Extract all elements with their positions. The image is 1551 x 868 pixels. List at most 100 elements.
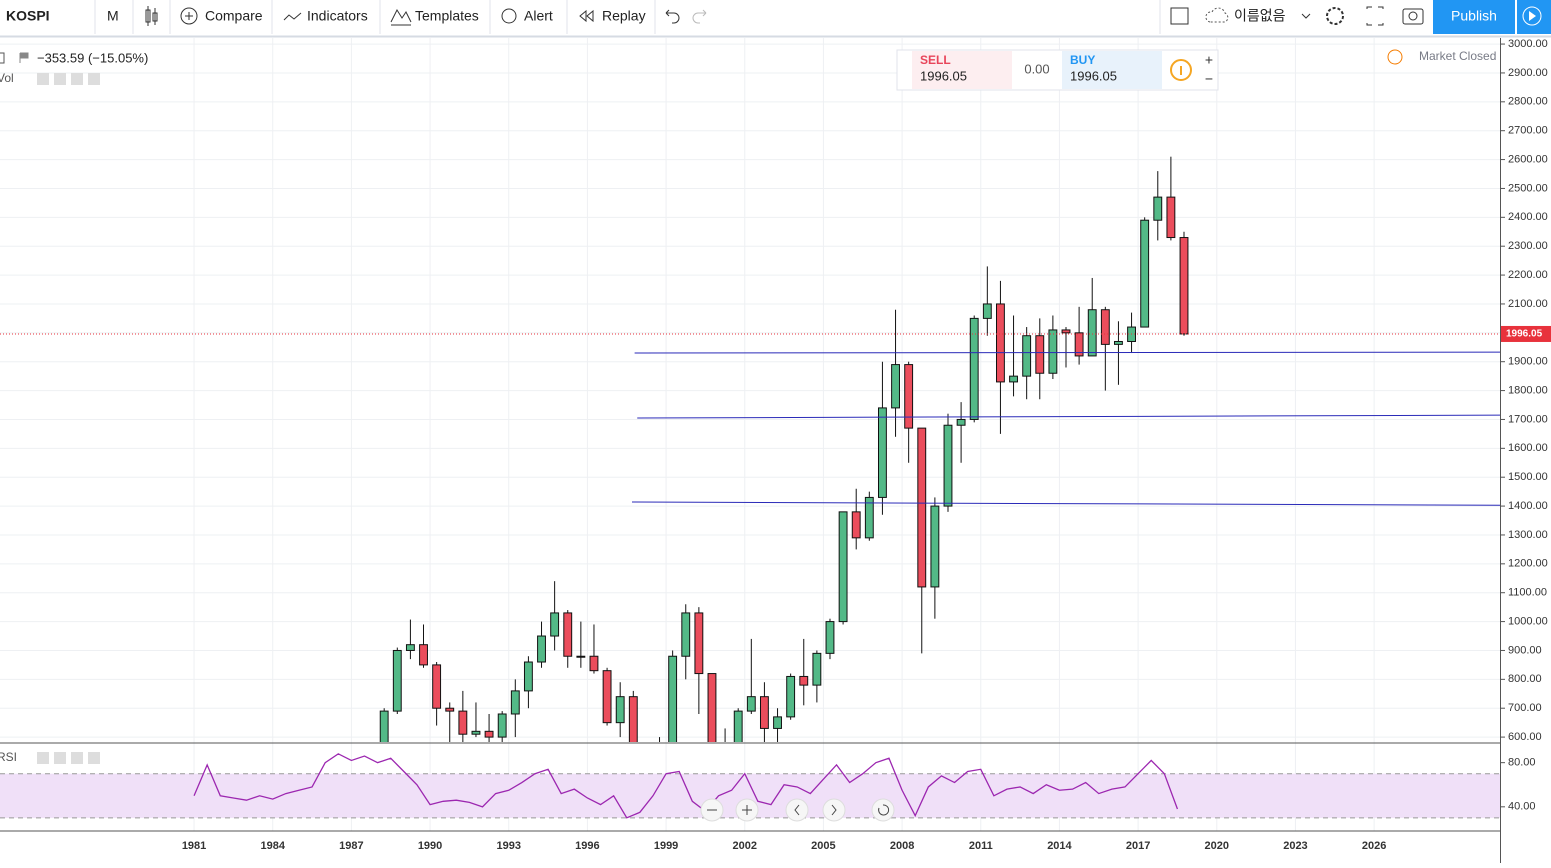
y-tick-label: 700.00	[1508, 702, 1542, 714]
qty-plus[interactable]: +	[1205, 52, 1213, 68]
buy-price[interactable]: 1996.05	[1070, 68, 1117, 83]
candle-body	[1140, 219, 1150, 328]
market-status-icon	[1387, 49, 1403, 65]
candle-body	[432, 664, 442, 709]
candle-body	[419, 644, 428, 666]
sell-label[interactable]: SELL	[920, 53, 951, 67]
settings-icon[interactable]	[1326, 7, 1344, 25]
y-tick-label: 2800.00	[1508, 96, 1548, 108]
rsi-tick-label: 80.00	[1508, 757, 1536, 769]
x-tick-label: 1996	[575, 840, 599, 852]
y-tick-label: 1800.00	[1508, 384, 1548, 396]
alert-button[interactable]: Alert	[524, 8, 553, 24]
candle-body	[930, 505, 940, 588]
y-tick-label: 1200.00	[1508, 558, 1548, 570]
x-tick-label: 1990	[418, 840, 442, 852]
candle-body	[759, 696, 769, 729]
y-tick-label: 1000.00	[1508, 615, 1548, 627]
snapshot-icon[interactable]	[1402, 8, 1424, 25]
horizontal-ray	[637, 414, 1500, 419]
x-tick-label: 1981	[182, 840, 206, 852]
horizontal-ray	[634, 351, 1500, 354]
buy-label[interactable]: BUY	[1070, 53, 1095, 67]
candle-body	[550, 612, 560, 637]
x-tick-label: 1987	[339, 840, 363, 852]
x-tick-label: 2011	[969, 840, 993, 852]
spread: 0.00	[1024, 61, 1049, 76]
templates-button[interactable]: Templates	[415, 8, 479, 24]
replay-button[interactable]: Replay	[602, 8, 646, 24]
candle-body	[943, 424, 953, 507]
publish-button-bg[interactable]	[1433, 0, 1515, 34]
qty-minus[interactable]: −	[1205, 71, 1213, 87]
candle-body	[982, 303, 992, 319]
candle-body	[917, 427, 927, 588]
y-tick-label: 2500.00	[1508, 182, 1548, 194]
market-status: Market Closed	[1419, 49, 1496, 63]
y-tick-label: 1100.00	[1508, 587, 1547, 599]
snapshot-lens	[1408, 11, 1418, 21]
marks	[0, 156, 1500, 819]
undo-icon[interactable]	[665, 9, 680, 24]
y-tick-label: 1500.00	[1508, 471, 1548, 483]
fullscreen-icon[interactable]	[1366, 6, 1384, 26]
candle-body	[996, 303, 1005, 383]
redo-icon[interactable]	[692, 9, 707, 24]
compare-icon[interactable]	[180, 7, 198, 25]
x-tick-label: 1993	[496, 840, 520, 852]
horizontal-ray	[631, 501, 1500, 506]
candle-body	[721, 743, 729, 766]
candle-body	[733, 710, 743, 742]
symbol[interactable]: KOSPI	[6, 8, 50, 24]
layout-name[interactable]: 이름없음	[1234, 8, 1286, 24]
candle-body	[956, 418, 966, 426]
bar-style-icon[interactable]	[145, 6, 158, 26]
replay-icon[interactable]	[579, 9, 594, 23]
layout-dropdown[interactable]	[1301, 13, 1311, 19]
alert-icon[interactable]	[501, 8, 517, 24]
grid	[0, 38, 1500, 831]
candle-body	[471, 730, 481, 735]
candle-body	[563, 612, 573, 657]
candle-body	[877, 407, 887, 498]
last-price-label: 1996.05	[1506, 329, 1543, 340]
rsi-controls[interactable]	[37, 752, 100, 764]
scroll-right[interactable]	[822, 798, 846, 822]
publish-button[interactable]: Publish	[1451, 8, 1497, 24]
flag-icon[interactable]	[19, 52, 29, 63]
y-tick-label: 1900.00	[1508, 356, 1548, 368]
sell-price[interactable]: 1996.05	[920, 68, 967, 83]
candle-body	[510, 690, 520, 715]
sell-button[interactable]	[912, 51, 1012, 89]
candle-body	[523, 661, 533, 692]
buy-button[interactable]	[1062, 51, 1162, 89]
candle-body	[615, 696, 625, 724]
collapse-icon[interactable]	[0, 52, 5, 64]
templates-icon[interactable]	[390, 8, 412, 26]
x-tick-label: 2005	[811, 840, 835, 852]
volume-controls[interactable]	[37, 73, 100, 85]
candle-body	[746, 696, 756, 712]
y-tick-label: 2200.00	[1508, 269, 1548, 281]
reset-chart[interactable]	[871, 798, 895, 822]
y-tick-label: 2100.00	[1508, 298, 1548, 310]
play-icon	[1522, 6, 1542, 26]
info-icon[interactable]	[1170, 59, 1192, 81]
scroll-left[interactable]	[785, 798, 809, 822]
price-change: −353.59 (−15.05%)	[37, 50, 148, 65]
interval[interactable]: M	[107, 8, 119, 24]
x-tick-label: 2008	[890, 840, 914, 852]
candle-body	[445, 707, 455, 712]
fullscreen-box-icon[interactable]	[1170, 7, 1189, 25]
candle-body	[891, 364, 900, 409]
candle-body	[379, 710, 389, 742]
compare-button[interactable]: Compare	[205, 8, 263, 24]
indicators-icon[interactable]	[283, 12, 302, 21]
candle-body	[576, 655, 586, 658]
volume-legend: Vol	[0, 71, 14, 85]
zoom-nav	[700, 798, 895, 822]
candle-body	[497, 713, 507, 738]
rsi-legend: RSI	[0, 750, 17, 764]
indicators-button[interactable]: Indicators	[307, 8, 368, 24]
